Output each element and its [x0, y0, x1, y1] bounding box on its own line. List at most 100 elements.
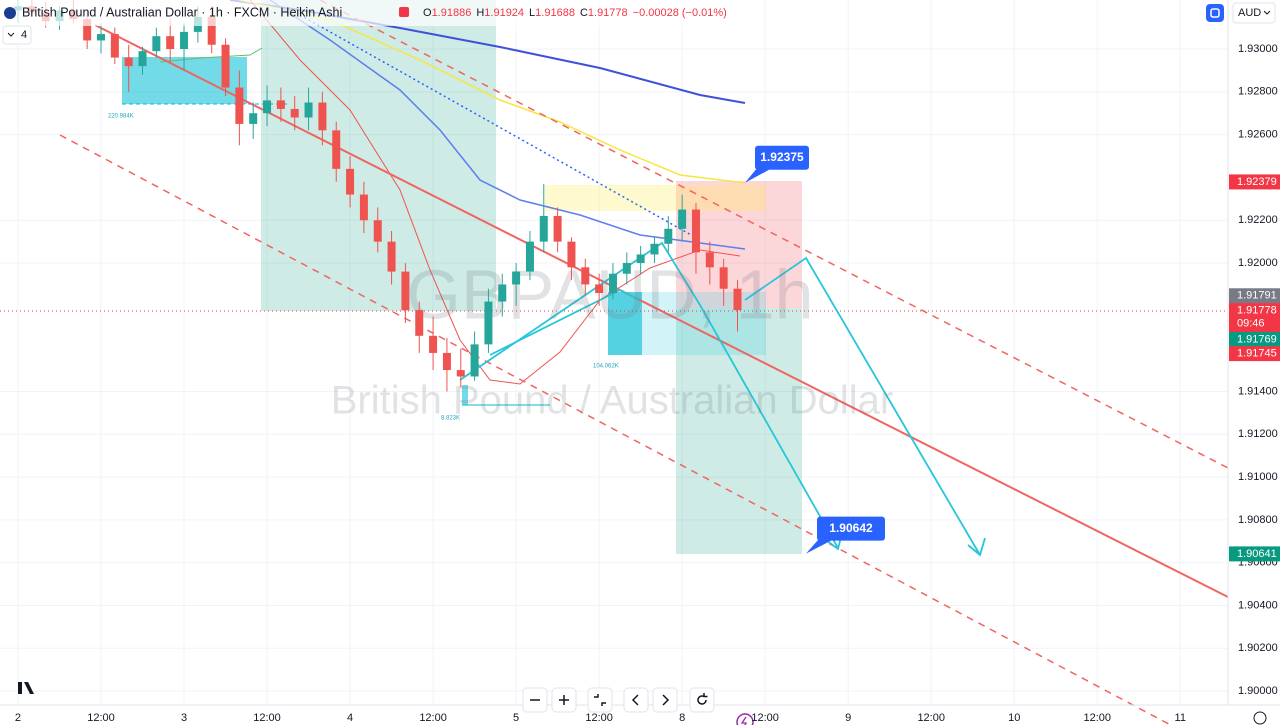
alert-icon[interactable]: [399, 7, 409, 17]
countdown: 09:46: [1237, 317, 1265, 329]
x-tick-label: 12:00: [751, 712, 779, 724]
x-tick-label: 3: [181, 712, 187, 724]
candle-body: [359, 194, 368, 221]
price-label-box: [1229, 546, 1280, 562]
volume-label: 220.984K: [108, 114, 134, 120]
h-value: 1.91924: [484, 7, 524, 19]
candle-body: [83, 19, 92, 41]
candle-body: [290, 108, 299, 118]
indicators-toggle[interactable]: [2, 25, 32, 45]
candle-body: [567, 241, 576, 268]
price-label: 1.91769: [1237, 333, 1277, 345]
x-tick-label: 2: [15, 712, 21, 724]
x-tick-label: 5: [513, 712, 519, 724]
scroll-left[interactable]: [623, 687, 649, 713]
candle-body: [401, 271, 410, 311]
symbol-title[interactable]: British Pound / Australian Dollar · 1h ·…: [22, 5, 342, 19]
target-zone: [676, 308, 802, 554]
overlay: 220.984K 104.062K 8.823K 1.92375 1.90642: [108, 114, 885, 554]
price-label: 1.91745: [1237, 348, 1277, 360]
icon: [631, 694, 639, 706]
channel-mid: [94, 24, 1229, 598]
candle-body: [512, 271, 521, 285]
grid: [0, 0, 1228, 705]
candle-body: [484, 301, 493, 345]
arrow-head: [967, 537, 986, 557]
reset-chart[interactable]: [689, 687, 715, 713]
y-tick-label: 1.90800: [1238, 514, 1278, 526]
candle-body: [97, 34, 106, 41]
candle-body: [276, 100, 285, 109]
candle-body: [525, 241, 534, 272]
price-label-box: [1229, 288, 1280, 304]
candle-body: [553, 215, 562, 242]
callout-box: [817, 516, 885, 541]
price-label-box: [1229, 174, 1280, 190]
watermark-symbol: GBPAUD, 1h: [406, 255, 813, 333]
chevron: [7, 32, 15, 37]
x-tick-label: 4: [347, 712, 353, 724]
y-tick-label: 1.91200: [1238, 428, 1278, 440]
candle-body: [415, 310, 424, 336]
candle-body: [346, 168, 355, 195]
candle-body: [152, 36, 161, 52]
price-label-box: [1229, 303, 1280, 333]
candle-body: [138, 51, 147, 67]
candle-body: [719, 267, 728, 289]
candle-body: [166, 36, 175, 50]
candle-body: [608, 273, 617, 294]
icon: [594, 694, 606, 706]
callout-label: 1.92375: [760, 150, 804, 164]
x-tick-label: 12:00: [1083, 712, 1111, 724]
volume-label: 8.823K: [441, 416, 460, 422]
trend-dotted: [299, 14, 701, 241]
lightning-icon[interactable]: [736, 713, 754, 725]
header-bg: [0, 0, 760, 26]
candle-body: [373, 220, 382, 242]
candle-body: [332, 130, 341, 169]
candle-body: [581, 267, 590, 285]
legend-header: British Pound / Australian Dollar · 1h ·…: [0, 0, 760, 45]
y-tick-label: 1.90400: [1238, 599, 1278, 611]
o-value: 1.91886: [432, 7, 472, 19]
candle-body: [456, 370, 465, 377]
currency-dropdown[interactable]: [1232, 2, 1276, 24]
candle-body: [595, 284, 604, 294]
price-label-box: [1229, 331, 1280, 347]
candle-body: [387, 241, 396, 272]
supply-zone: [545, 185, 766, 211]
path-arrow: [744, 256, 981, 556]
price-label: 1.91791: [1237, 290, 1277, 302]
candle-body: [263, 100, 272, 114]
ohlc: O1.91886 H1.91924 L1.91688 C1.91778 −0.00028…: [423, 7, 727, 19]
settings-icon[interactable]: [1253, 711, 1267, 725]
candle-body: [705, 252, 714, 268]
volume-profile: [462, 385, 468, 405]
y-tick-label: 1.91400: [1238, 385, 1278, 397]
scroll-right[interactable]: [652, 687, 678, 713]
callout-pointer: [806, 536, 831, 554]
reset-zoom[interactable]: [587, 687, 613, 713]
price-label-box: [1229, 346, 1280, 362]
y-tick-label: 1.92800: [1238, 86, 1278, 98]
x-tick-label: 11: [1175, 712, 1186, 724]
indicator-count: 4: [21, 29, 27, 41]
icon: [662, 694, 670, 706]
price-label: 1.92379: [1237, 176, 1277, 188]
x-tick-label: 12:00: [419, 712, 447, 724]
candle-body: [470, 344, 479, 377]
l-value: 1.91688: [535, 7, 575, 19]
settings-button[interactable]: [1206, 4, 1224, 22]
l-label: L: [529, 7, 535, 19]
volume-profile: [608, 292, 642, 355]
c-label: C: [580, 7, 588, 19]
y-tick-label: 1.92000: [1238, 257, 1278, 269]
currency: AUD: [1238, 7, 1261, 19]
icon: [559, 695, 569, 705]
zoom-toolbar: [522, 687, 715, 713]
h-label: H: [476, 7, 484, 19]
x-tick-label: 12:00: [917, 712, 945, 724]
tv-logo[interactable]: [8, 682, 34, 694]
x-tick-label: 12:00: [253, 712, 281, 724]
